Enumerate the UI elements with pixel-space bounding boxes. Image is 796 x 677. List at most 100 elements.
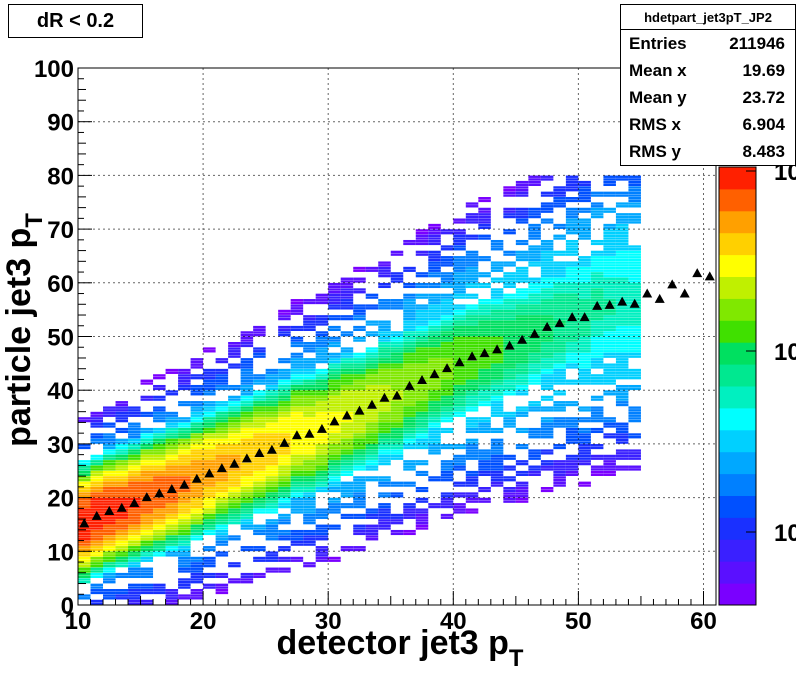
heatmap-cell bbox=[478, 382, 491, 385]
heatmap-cell bbox=[490, 430, 504, 434]
heatmap-cell bbox=[553, 282, 566, 286]
heatmap-cell bbox=[540, 417, 554, 420]
heatmap-cell bbox=[565, 210, 579, 213]
heatmap-cell bbox=[603, 393, 616, 396]
heatmap-cell bbox=[478, 371, 491, 374]
heatmap-cell bbox=[603, 194, 616, 197]
heatmap-cell bbox=[440, 468, 454, 471]
heatmap-cell bbox=[115, 572, 129, 576]
heatmap-cell bbox=[415, 486, 429, 490]
heatmap-cell bbox=[90, 460, 104, 463]
heatmap-cell bbox=[465, 409, 479, 412]
heatmap-cell bbox=[453, 457, 466, 460]
heatmap-cell bbox=[603, 371, 616, 374]
heatmap-cell bbox=[528, 258, 541, 262]
heatmap-cell bbox=[240, 382, 254, 385]
heatmap-cell bbox=[603, 282, 616, 286]
heatmap-cell bbox=[578, 374, 591, 377]
heatmap-cell bbox=[328, 299, 341, 302]
heatmap-cell bbox=[390, 411, 404, 415]
heatmap-cell bbox=[215, 575, 229, 579]
heatmap-cell bbox=[390, 516, 404, 519]
heatmap-cell bbox=[215, 427, 229, 431]
heatmap-cell bbox=[103, 562, 116, 565]
heatmap-cell bbox=[490, 398, 504, 401]
heatmap-cell bbox=[278, 570, 291, 573]
heatmap-cell bbox=[365, 296, 379, 299]
heatmap-cell bbox=[278, 427, 291, 431]
heatmap-cell bbox=[453, 411, 466, 415]
heatmap-cell bbox=[428, 296, 441, 299]
heatmap-cell bbox=[428, 342, 441, 345]
heatmap-cell bbox=[428, 384, 441, 388]
heatmap-cell bbox=[190, 417, 204, 420]
heatmap-cell bbox=[528, 465, 541, 468]
heatmap-cell bbox=[165, 505, 179, 509]
heatmap-cell bbox=[440, 444, 454, 447]
heatmap-cell bbox=[128, 583, 141, 587]
heatmap-cell bbox=[390, 379, 404, 383]
heatmap-cell bbox=[415, 524, 429, 528]
heatmap-cell bbox=[378, 274, 391, 278]
heatmap-cell bbox=[590, 336, 604, 340]
heatmap-cell bbox=[315, 529, 329, 533]
heatmap-cell bbox=[378, 266, 391, 270]
heatmap-cell bbox=[390, 277, 404, 280]
heatmap-cell bbox=[628, 317, 641, 321]
heatmap-cell bbox=[415, 446, 429, 450]
heatmap-cell bbox=[240, 449, 254, 452]
heatmap-cell bbox=[128, 457, 141, 460]
heatmap-cell bbox=[490, 242, 504, 246]
heatmap-cell bbox=[515, 368, 529, 372]
heatmap-cell bbox=[303, 387, 316, 391]
heatmap-cell bbox=[90, 554, 104, 557]
heatmap-cell bbox=[465, 438, 479, 442]
heatmap-cell bbox=[153, 478, 166, 482]
heatmap-cell bbox=[415, 430, 429, 434]
heatmap-cell bbox=[103, 554, 116, 557]
profile-point bbox=[467, 351, 478, 361]
heatmap-cell bbox=[103, 444, 116, 447]
heatmap-cell bbox=[378, 285, 391, 289]
heatmap-cell bbox=[503, 231, 516, 235]
heatmap-cell bbox=[578, 441, 591, 444]
heatmap-cell bbox=[540, 344, 554, 348]
heatmap-cell bbox=[340, 486, 354, 490]
heatmap-cell bbox=[540, 358, 554, 361]
heatmap-cell bbox=[478, 307, 491, 310]
heatmap-cell bbox=[153, 409, 166, 412]
heatmap-cell bbox=[578, 188, 591, 192]
heatmap-cell bbox=[340, 333, 354, 337]
heatmap-cell bbox=[328, 481, 341, 485]
heatmap-cell bbox=[315, 352, 329, 356]
heatmap-cell bbox=[365, 323, 379, 326]
heatmap-cell bbox=[90, 441, 104, 444]
heatmap-cell bbox=[278, 328, 291, 331]
heatmap-cell bbox=[90, 551, 104, 554]
heatmap-cell bbox=[540, 202, 554, 205]
heatmap-cell bbox=[265, 460, 279, 463]
heatmap-cell bbox=[203, 556, 216, 560]
heatmap-cell bbox=[565, 363, 579, 366]
heatmap-cell bbox=[365, 457, 379, 460]
heatmap-cell bbox=[415, 333, 429, 337]
heatmap-cell bbox=[578, 460, 591, 463]
heatmap-cell bbox=[278, 484, 291, 487]
heatmap-cell bbox=[578, 299, 591, 302]
heatmap-cell bbox=[515, 376, 529, 380]
heatmap-cell bbox=[240, 339, 254, 342]
heatmap-cell bbox=[503, 264, 516, 267]
heatmap-cell bbox=[353, 503, 366, 506]
heatmap-cell bbox=[403, 508, 416, 511]
y-axis-title: particle jet3 pT bbox=[0, 213, 48, 447]
heatmap-cell bbox=[465, 457, 479, 460]
heatmap-cell bbox=[340, 376, 354, 380]
heatmap-cell bbox=[340, 352, 354, 356]
heatmap-cell bbox=[540, 277, 554, 280]
heatmap-cell bbox=[240, 516, 254, 519]
heatmap-cell bbox=[615, 269, 629, 272]
heatmap-cell bbox=[615, 374, 629, 377]
heatmap-cell bbox=[628, 323, 641, 326]
heatmap-cell bbox=[178, 497, 191, 501]
heatmap-cell bbox=[140, 430, 154, 434]
